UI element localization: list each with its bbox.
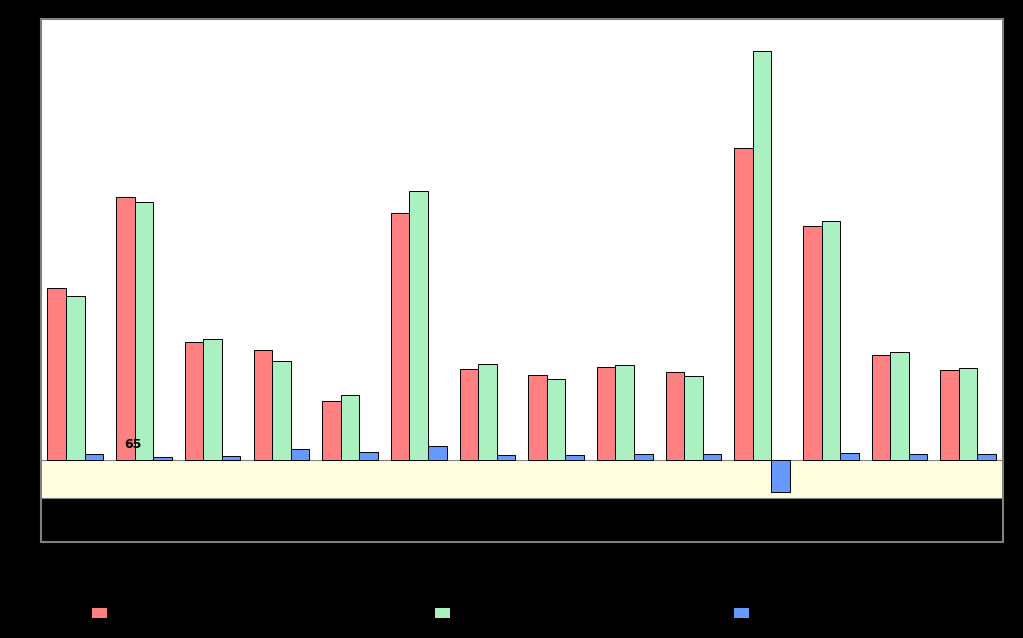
Bar [291, 449, 309, 460]
Bar [409, 191, 428, 460]
Bar [666, 373, 684, 460]
Bar [890, 352, 908, 460]
Bar [272, 360, 291, 460]
Bar [616, 366, 634, 460]
Bar [185, 342, 204, 460]
Bar [959, 368, 977, 460]
Bar [391, 212, 409, 460]
Bar [254, 350, 272, 460]
Bar [117, 197, 135, 460]
Bar [597, 367, 616, 460]
Bar [872, 355, 890, 460]
Bar [322, 401, 341, 460]
Bar [703, 454, 721, 460]
Bar [222, 456, 240, 460]
Bar [496, 455, 516, 460]
Bar [153, 457, 172, 460]
Bar [204, 339, 222, 460]
Bar [66, 296, 85, 460]
Bar [428, 446, 446, 460]
Bar [359, 452, 377, 460]
Bar [459, 369, 478, 460]
Bar [940, 369, 959, 460]
Legend: Počet nově evidovaných UoZ k 31.8.2018, Počet vyřazených UoZ k 31.8.2018, Tok uc: Počet nově evidovaných UoZ k 31.8.2018, … [86, 602, 937, 625]
Bar [341, 396, 359, 460]
Bar [803, 226, 821, 460]
Bar [547, 379, 566, 460]
Bar [821, 221, 840, 460]
Bar [47, 288, 66, 460]
Bar [684, 376, 703, 460]
Bar [566, 455, 584, 460]
Bar [735, 148, 753, 460]
Bar [977, 454, 996, 460]
Bar [135, 202, 153, 460]
Text: 65: 65 [125, 438, 142, 452]
Bar [908, 454, 927, 460]
Bar [771, 460, 790, 493]
Bar [528, 375, 547, 460]
Bar [634, 454, 653, 460]
Bar [753, 52, 771, 460]
Bar [478, 364, 496, 460]
Bar [85, 454, 103, 460]
Bar [840, 453, 858, 460]
